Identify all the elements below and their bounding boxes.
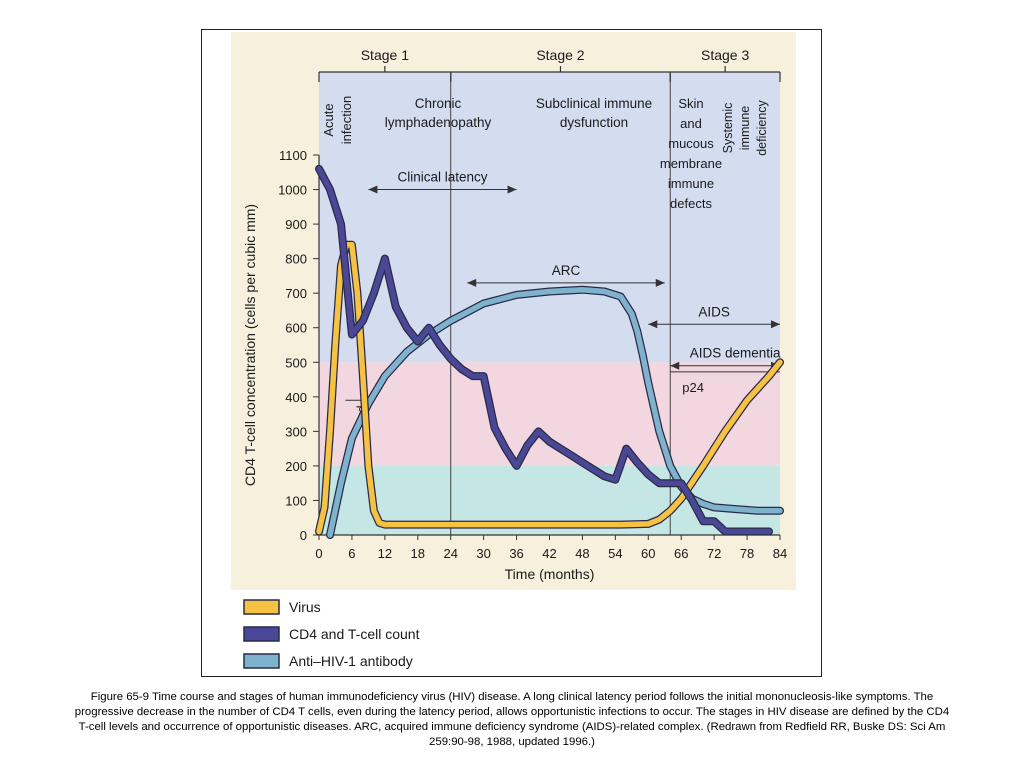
period-label-0: Clinical latency (397, 170, 487, 185)
period-arrow-2-head-left (648, 320, 658, 329)
p24-label-1: p24 (682, 380, 704, 395)
x-tick-label-13: 78 (740, 546, 754, 561)
x-tick-label-14: 84 (773, 546, 787, 561)
phase-label-3-line-5: defects (670, 196, 712, 211)
y-tick-label-9: 900 (285, 217, 307, 232)
x-tick-label-4: 24 (443, 546, 457, 561)
x-tick-label-8: 48 (575, 546, 589, 561)
y-tick-label-0: 0 (300, 528, 307, 543)
phase-header-band (319, 72, 780, 155)
x-tick-label-1: 6 (348, 546, 355, 561)
zone-band-1 (319, 362, 780, 466)
x-tick-label-2: 12 (378, 546, 392, 561)
y-tick-label-4: 400 (285, 390, 307, 405)
x-tick-label-9: 54 (608, 546, 622, 561)
period-arrow-0-head-right (507, 185, 517, 194)
x-tick-label-5: 30 (476, 546, 490, 561)
y-axis-title: CD4 T-cell concentration (cells per cubi… (242, 204, 258, 486)
period-arrow-3-head-left (670, 361, 680, 370)
phase-label-0-line-1: infection (339, 96, 354, 144)
y-tick-label-11: 1100 (279, 148, 307, 163)
period-label-3: AIDS dementia (690, 346, 781, 361)
phase-label-4-line-2: deficiency (755, 99, 769, 155)
period-label-2: AIDS (698, 304, 730, 319)
hiv-time-course-chart: Stage 1 Stage 2 Stage 3 Acute infection Chron… (231, 32, 796, 669)
x-tick-label-0: 0 (315, 546, 322, 561)
legend-swatch-1 (243, 626, 280, 642)
legend-label-0: Virus (289, 599, 321, 615)
period-arrow-2-head-right (771, 320, 780, 329)
x-axis-title: Time (months) (505, 566, 595, 582)
legend-label-1: CD4 and T-cell count (289, 626, 420, 642)
stage-label-2: Stage 3 (701, 47, 749, 63)
phase-label-1-line-0: Chronic (415, 96, 462, 111)
x-tick-label-10: 60 (641, 546, 655, 561)
phase-label-3-line-2: mucous (668, 136, 714, 151)
phase-label-3-line-0: Skin (678, 96, 703, 111)
y-tick-label-5: 500 (285, 355, 307, 370)
phase-label-4-line-0: Systemic (721, 103, 735, 154)
period-arrow-1-head-right (655, 278, 665, 287)
stage-label-1: Stage 2 (536, 47, 584, 63)
legend-swatch-0 (243, 599, 280, 615)
series-line-1 (316, 166, 772, 535)
period-arrow-1-head-left (467, 278, 477, 287)
figure-caption: Figure 65-9 Time course and stages of hu… (74, 691, 950, 748)
y-tick-label-10: 1000 (278, 183, 307, 198)
x-tick-label-7: 42 (542, 546, 556, 561)
phase-label-2-line-0: Subclinical immune (536, 96, 652, 111)
phase-label-2-line-1: dysfunction (560, 115, 628, 130)
phase-label-0-line-0: Acute (321, 103, 336, 136)
x-tick-label-3: 18 (411, 546, 425, 561)
y-tick-label-6: 600 (285, 321, 307, 336)
phase-label-3-line-4: immune (668, 176, 714, 191)
phase-label-3-line-3: membrane (660, 156, 722, 171)
x-tick-label-12: 72 (707, 546, 721, 561)
stage-label-0: Stage 1 (361, 47, 409, 63)
phase-label-1-line-1: lymphadenopathy (385, 115, 492, 130)
y-tick-label-7: 700 (285, 286, 307, 301)
phase-label-4-line-1: immune (738, 106, 752, 151)
figure-frame: Stage 1 Stage 2 Stage 3 Acute infection Chron… (201, 29, 822, 677)
x-tick-label-11: 66 (674, 546, 688, 561)
phase-label-3-line-1: and (680, 116, 702, 131)
legend-swatch-2 (243, 653, 280, 669)
y-tick-label-3: 300 (285, 424, 307, 439)
y-tick-label-2: 200 (285, 459, 307, 474)
y-tick-label-8: 800 (285, 252, 307, 267)
y-tick-label-1: 100 (285, 493, 307, 508)
x-tick-label-6: 36 (509, 546, 523, 561)
period-arrow-0-head-left (368, 185, 378, 194)
legend-label-2: Anti–HIV-1 antibody (289, 653, 413, 669)
period-label-1: ARC (552, 263, 581, 278)
